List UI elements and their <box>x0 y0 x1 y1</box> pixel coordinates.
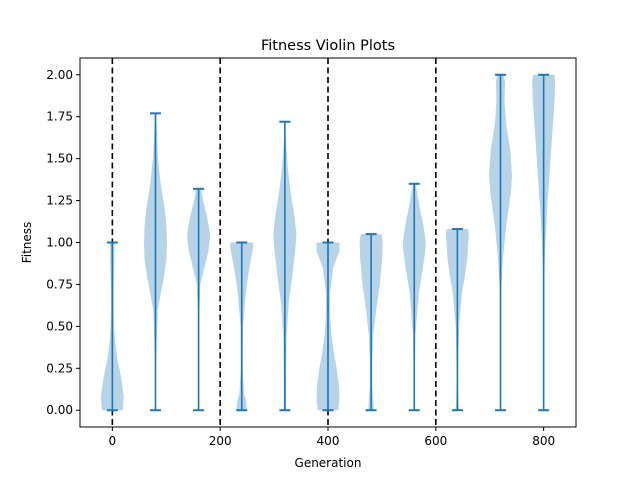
x-tick-label: 0 <box>109 434 117 448</box>
chart-title: Fitness Violin Plots <box>261 38 395 54</box>
x-tick-label: 800 <box>532 434 555 448</box>
y-tick-label: 1.25 <box>46 194 73 208</box>
y-tick-label: 0.00 <box>46 403 73 417</box>
violin <box>316 241 340 412</box>
violin <box>273 120 297 412</box>
y-tick-label: 0.25 <box>46 361 73 375</box>
y-tick-label: 0.50 <box>46 319 73 333</box>
x-axis-label: Generation <box>295 456 362 470</box>
violin <box>402 182 426 412</box>
violin <box>144 112 167 412</box>
x-axis: 0 200 400 600 800 <box>109 427 555 448</box>
y-tick-label: 1.00 <box>46 236 73 250</box>
x-tick-label: 400 <box>317 434 340 448</box>
violin <box>230 241 254 412</box>
y-tick-label: 1.75 <box>46 110 73 124</box>
y-tick-label: 2.00 <box>46 68 73 82</box>
violin <box>100 241 124 412</box>
x-tick-label: 200 <box>209 434 232 448</box>
violin <box>445 228 469 412</box>
y-tick-label: 1.50 <box>46 152 73 166</box>
violin <box>359 233 383 412</box>
violin <box>532 73 556 412</box>
y-axis: 0.00 0.25 0.50 0.75 1.00 1.25 1.50 1.75 2.00 <box>46 68 80 417</box>
violin <box>489 73 512 412</box>
y-axis-label: Fitness <box>20 222 34 264</box>
y-tick-label: 0.75 <box>46 277 73 291</box>
violin <box>187 187 211 412</box>
violin-series <box>100 73 556 412</box>
x-tick-label: 600 <box>424 434 447 448</box>
